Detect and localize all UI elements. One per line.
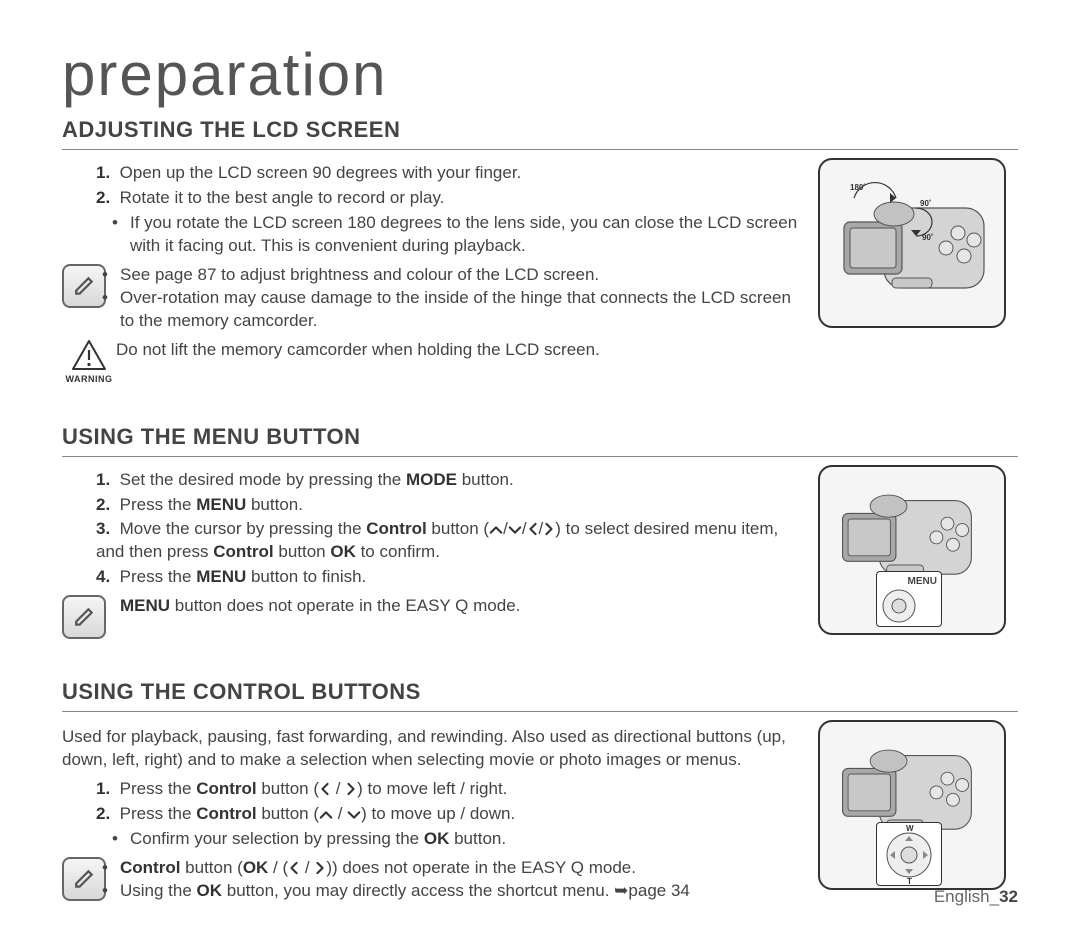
chevron-up-icon xyxy=(319,809,333,821)
figure-menu-button: MENU xyxy=(818,465,1006,635)
list-item: 2. Press the MENU button. xyxy=(96,494,798,517)
heading-adjusting-lcd: ADJUSTING THE LCD SCREEN xyxy=(62,117,1018,150)
page-footer: English_32 xyxy=(934,887,1018,907)
note-item: Control button (OK / ( / )) does not ope… xyxy=(120,857,690,880)
pencil-note-icon xyxy=(62,595,106,639)
menu-label: MENU xyxy=(908,576,937,587)
list-item: 2. Press the Control button ( / ) to mov… xyxy=(96,803,798,851)
list-item: 1. Set the desired mode by pressing the … xyxy=(96,469,798,492)
note-block: Control button (OK / ( / )) does not ope… xyxy=(62,857,798,903)
list-item: 1. Open up the LCD screen 90 degrees wit… xyxy=(96,162,798,185)
angle-90b: 90˚ xyxy=(922,233,934,242)
callout-box: MENU xyxy=(876,571,942,627)
bullet-item: Confirm your selection by pressing the O… xyxy=(130,828,798,851)
chevron-down-icon xyxy=(508,524,522,536)
bullet-item: If you rotate the LCD screen 180 degrees… xyxy=(130,212,798,258)
footer-page-number: 32 xyxy=(999,887,1018,906)
angle-180: 180˚ xyxy=(850,183,866,192)
chevron-right-icon xyxy=(543,522,555,536)
step-text: Press the MENU button to finish. xyxy=(120,567,367,586)
step-text: Press the Control button ( / ) to move u… xyxy=(120,804,516,823)
chevron-up-icon xyxy=(489,524,503,536)
list-item: 2. Rotate it to the best angle to record… xyxy=(96,187,798,258)
chevron-right-icon xyxy=(314,861,326,875)
note-block: MENU button does not operate in the EASY… xyxy=(62,595,798,639)
callout-box: W T xyxy=(876,822,942,886)
lcd-steps-list: 1. Open up the LCD screen 90 degrees wit… xyxy=(62,162,798,258)
figure-lcd-rotation: 180˚ 90˚ 90˚ xyxy=(818,158,1006,328)
chevron-down-icon xyxy=(347,809,361,821)
step-text: Rotate it to the best angle to record or… xyxy=(120,188,445,207)
page-title: preparation xyxy=(62,40,1018,109)
control-steps-list: 1. Press the Control button ( / ) to mov… xyxy=(62,778,798,851)
note-text: MENU button does not operate in the EASY… xyxy=(120,595,520,618)
step-text: Set the desired mode by pressing the MOD… xyxy=(120,470,514,489)
note-item: Using the OK button, you may directly ac… xyxy=(120,880,690,903)
step-text: Press the Control button ( / ) to move l… xyxy=(120,779,508,798)
warning-icon xyxy=(71,339,107,371)
chevron-left-icon xyxy=(319,782,331,796)
footer-language: English xyxy=(934,887,990,906)
step-text: Move the cursor by pressing the Control … xyxy=(96,519,778,561)
lead-paragraph: Used for playback, pausing, fast forward… xyxy=(62,726,798,772)
warning-label: WARNING xyxy=(62,374,116,384)
note-block: See page 87 to adjust brightness and col… xyxy=(62,264,798,333)
warning-text: Do not lift the memory camcorder when ho… xyxy=(116,339,600,362)
list-item: 4. Press the MENU button to finish. xyxy=(96,566,798,589)
heading-menu-button: USING THE MENU BUTTON xyxy=(62,424,1018,457)
step-text: Open up the LCD screen 90 degrees with y… xyxy=(120,163,522,182)
warning-block: WARNING Do not lift the memory camcorder… xyxy=(62,339,798,384)
angle-90a: 90˚ xyxy=(920,199,932,208)
note-item: Over-rotation may cause damage to the in… xyxy=(120,287,798,333)
step-text: Press the MENU button. xyxy=(120,495,303,514)
pencil-note-icon xyxy=(62,857,106,901)
chevron-right-icon xyxy=(345,782,357,796)
chevron-left-icon xyxy=(527,522,539,536)
pencil-note-icon xyxy=(62,264,106,308)
chevron-left-icon xyxy=(288,861,300,875)
menu-steps-list: 1. Set the desired mode by pressing the … xyxy=(62,469,798,590)
list-item: 1. Press the Control button ( / ) to mov… xyxy=(96,778,798,801)
manual-page: preparation ADJUSTING THE LCD SCREEN 1. … xyxy=(0,0,1080,933)
list-item: 3. Move the cursor by pressing the Contr… xyxy=(96,518,798,564)
heading-control-buttons: USING THE CONTROL BUTTONS xyxy=(62,679,1018,712)
note-item: See page 87 to adjust brightness and col… xyxy=(120,264,798,287)
figure-control-buttons: W T xyxy=(818,720,1006,890)
w-label: W xyxy=(906,824,914,833)
t-label: T xyxy=(907,877,912,885)
